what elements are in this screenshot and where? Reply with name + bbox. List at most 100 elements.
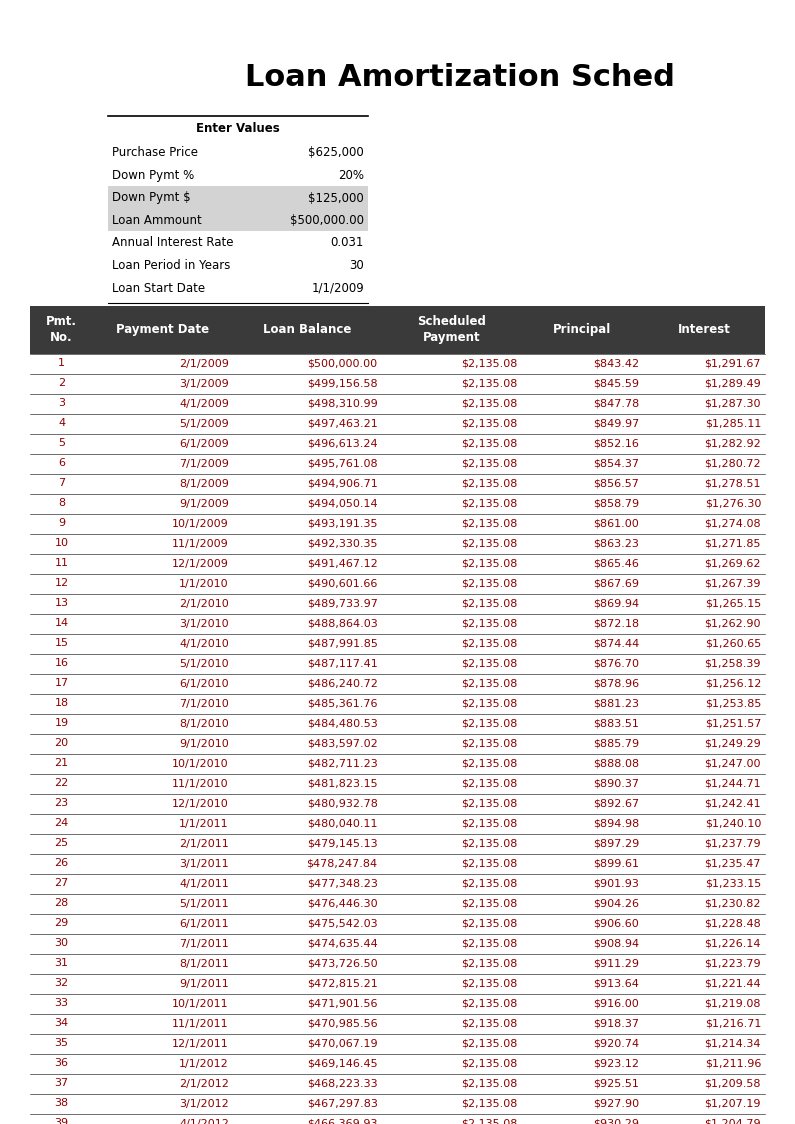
Text: 8/1/2010: 8/1/2010 bbox=[179, 718, 229, 728]
Text: $1,247.00: $1,247.00 bbox=[704, 759, 761, 769]
Text: $869.94: $869.94 bbox=[593, 598, 639, 608]
Text: $469,146.45: $469,146.45 bbox=[307, 1059, 378, 1069]
Text: $1,291.67: $1,291.67 bbox=[704, 359, 761, 369]
Text: $493,191.35: $493,191.35 bbox=[307, 518, 378, 528]
Text: $2,135.08: $2,135.08 bbox=[461, 798, 518, 808]
Text: $1,242.41: $1,242.41 bbox=[704, 798, 761, 808]
Text: 11: 11 bbox=[55, 559, 68, 569]
Text: 18: 18 bbox=[55, 698, 68, 708]
Text: Annual Interest Rate: Annual Interest Rate bbox=[112, 236, 234, 250]
Text: $1,244.71: $1,244.71 bbox=[704, 779, 761, 789]
Text: 29: 29 bbox=[54, 918, 68, 928]
Text: Scheduled
Payment: Scheduled Payment bbox=[417, 315, 486, 344]
Text: $1,276.30: $1,276.30 bbox=[704, 499, 761, 508]
Text: $500,000.00: $500,000.00 bbox=[290, 214, 364, 227]
Text: $911.29: $911.29 bbox=[593, 959, 639, 969]
Text: $876.70: $876.70 bbox=[593, 659, 639, 669]
Text: 17: 17 bbox=[55, 679, 68, 689]
Text: $2,135.08: $2,135.08 bbox=[461, 598, 518, 608]
Text: 20%: 20% bbox=[338, 169, 364, 182]
Text: 1/1/2010: 1/1/2010 bbox=[180, 579, 229, 589]
Text: $499,156.58: $499,156.58 bbox=[307, 379, 378, 389]
Text: $470,067.19: $470,067.19 bbox=[307, 1039, 378, 1049]
Text: $625,000: $625,000 bbox=[308, 146, 364, 160]
Text: $2,135.08: $2,135.08 bbox=[461, 738, 518, 749]
Text: 2/1/2010: 2/1/2010 bbox=[179, 598, 229, 608]
Text: $1,226.14: $1,226.14 bbox=[704, 939, 761, 949]
Text: $2,135.08: $2,135.08 bbox=[461, 479, 518, 489]
Text: Principal: Principal bbox=[553, 323, 611, 336]
Text: $1,262.90: $1,262.90 bbox=[704, 618, 761, 628]
Text: 34: 34 bbox=[55, 1018, 68, 1028]
Text: $863.23: $863.23 bbox=[593, 538, 639, 549]
Text: 2/1/2011: 2/1/2011 bbox=[179, 839, 229, 849]
Text: $1,209.58: $1,209.58 bbox=[704, 1079, 761, 1088]
Text: 7/1/2011: 7/1/2011 bbox=[179, 939, 229, 949]
Text: 5/1/2009: 5/1/2009 bbox=[179, 418, 229, 428]
Text: 8: 8 bbox=[58, 499, 65, 508]
Text: 4: 4 bbox=[58, 418, 65, 428]
Text: $1,219.08: $1,219.08 bbox=[704, 998, 761, 1008]
Text: $1,278.51: $1,278.51 bbox=[704, 479, 761, 489]
Text: $856.57: $856.57 bbox=[593, 479, 639, 489]
Text: $878.96: $878.96 bbox=[593, 679, 639, 689]
Text: Payment Date: Payment Date bbox=[116, 323, 210, 336]
Text: $2,135.08: $2,135.08 bbox=[461, 638, 518, 649]
Text: $494,906.71: $494,906.71 bbox=[307, 479, 378, 489]
Text: $2,135.08: $2,135.08 bbox=[461, 1098, 518, 1108]
Text: 6: 6 bbox=[58, 459, 65, 469]
Text: $2,135.08: $2,135.08 bbox=[461, 499, 518, 508]
Text: $2,135.08: $2,135.08 bbox=[461, 779, 518, 789]
Text: $843.42: $843.42 bbox=[593, 359, 639, 369]
Text: 13: 13 bbox=[55, 598, 68, 608]
Text: Purchase Price: Purchase Price bbox=[112, 146, 198, 160]
Text: $2,135.08: $2,135.08 bbox=[461, 538, 518, 549]
Text: $2,135.08: $2,135.08 bbox=[461, 959, 518, 969]
Text: $1,251.57: $1,251.57 bbox=[704, 718, 761, 728]
Text: 6/1/2011: 6/1/2011 bbox=[180, 918, 229, 928]
Text: $1,230.82: $1,230.82 bbox=[704, 898, 761, 908]
Text: 4/1/2009: 4/1/2009 bbox=[179, 399, 229, 408]
Text: $2,135.08: $2,135.08 bbox=[461, 459, 518, 469]
Text: $861.00: $861.00 bbox=[594, 518, 639, 528]
Text: $468,223.33: $468,223.33 bbox=[307, 1079, 378, 1088]
Bar bbox=[108, 208, 368, 232]
Text: $906.60: $906.60 bbox=[594, 918, 639, 928]
Text: $1,207.19: $1,207.19 bbox=[704, 1098, 761, 1108]
Text: $1,249.29: $1,249.29 bbox=[704, 738, 761, 749]
Text: 6/1/2010: 6/1/2010 bbox=[180, 679, 229, 689]
Text: $2,135.08: $2,135.08 bbox=[461, 918, 518, 928]
Text: 9: 9 bbox=[58, 518, 65, 528]
Text: $2,135.08: $2,135.08 bbox=[461, 518, 518, 528]
Text: $487,117.41: $487,117.41 bbox=[307, 659, 378, 669]
Text: $2,135.08: $2,135.08 bbox=[461, 1079, 518, 1088]
Text: $1,280.72: $1,280.72 bbox=[704, 459, 761, 469]
Text: $872.18: $872.18 bbox=[593, 618, 639, 628]
Text: $470,985.56: $470,985.56 bbox=[307, 1018, 378, 1028]
Text: $2,135.08: $2,135.08 bbox=[461, 1018, 518, 1028]
Text: 3/1/2012: 3/1/2012 bbox=[179, 1098, 229, 1108]
Text: 33: 33 bbox=[55, 998, 68, 1008]
Text: $2,135.08: $2,135.08 bbox=[461, 679, 518, 689]
Text: $1,235.47: $1,235.47 bbox=[704, 859, 761, 869]
Text: $1,287.30: $1,287.30 bbox=[704, 399, 761, 408]
Text: $849.97: $849.97 bbox=[593, 418, 639, 428]
Text: 7/1/2009: 7/1/2009 bbox=[179, 459, 229, 469]
Text: $923.12: $923.12 bbox=[593, 1059, 639, 1069]
Text: $482,711.23: $482,711.23 bbox=[307, 759, 378, 769]
Text: $2,135.08: $2,135.08 bbox=[461, 1039, 518, 1049]
Text: Loan Balance: Loan Balance bbox=[263, 323, 351, 336]
Text: 10/1/2009: 10/1/2009 bbox=[173, 518, 229, 528]
Text: $481,823.15: $481,823.15 bbox=[307, 779, 378, 789]
Text: 10: 10 bbox=[55, 538, 68, 549]
Text: $2,135.08: $2,135.08 bbox=[461, 659, 518, 669]
Text: $883.51: $883.51 bbox=[593, 718, 639, 728]
Text: 11/1/2010: 11/1/2010 bbox=[173, 779, 229, 789]
Text: $472,815.21: $472,815.21 bbox=[307, 979, 378, 988]
Text: $1,216.71: $1,216.71 bbox=[704, 1018, 761, 1028]
Text: $490,601.66: $490,601.66 bbox=[308, 579, 378, 589]
Text: $892.67: $892.67 bbox=[593, 798, 639, 808]
Text: 9/1/2010: 9/1/2010 bbox=[179, 738, 229, 749]
Text: 1/1/2012: 1/1/2012 bbox=[179, 1059, 229, 1069]
Text: $874.44: $874.44 bbox=[593, 638, 639, 649]
